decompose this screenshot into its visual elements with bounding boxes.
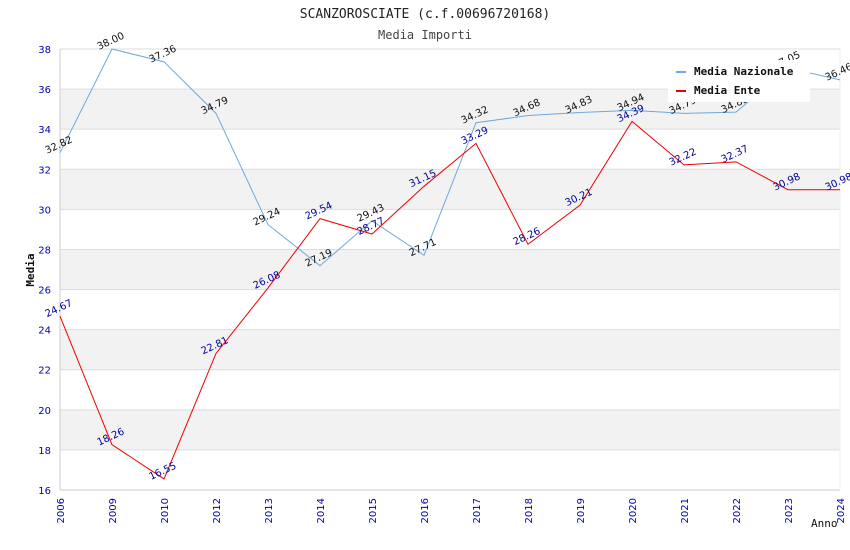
x-tick-label-2019: 2019 (576, 498, 587, 523)
y-axis-ticks: 16 18 20 22 24 26 28 30 32 34 36 38 (38, 45, 51, 497)
grid-band (60, 289, 840, 330)
grid-bands (60, 49, 840, 490)
x-tick-label-2013: 2013 (264, 498, 275, 523)
x-tick-label-2016: 2016 (420, 498, 431, 523)
y-tick-label: 16 (38, 486, 51, 497)
legend: Media Nazionale Media Ente (668, 60, 810, 102)
x-tick-label-2020: 2020 (628, 498, 639, 523)
x-tick-label-2009: 2009 (108, 498, 119, 523)
legend-label-media-nazionale: Media Nazionale (694, 65, 794, 78)
y-tick-label: 20 (38, 406, 51, 417)
chart-title: SCANZOROSCIATE (c.f.00696720168) (300, 7, 550, 22)
x-tick-label-2010: 2010 (160, 498, 171, 523)
grid-band (60, 329, 840, 370)
y-tick-label: 32 (38, 165, 51, 176)
y-tick-label: 24 (38, 326, 51, 337)
x-tick-label-2022: 2022 (732, 498, 743, 523)
x-tick-label-2006: 2006 (56, 498, 67, 523)
y-tick-label: 18 (38, 446, 51, 457)
x-tick-label-2014: 2014 (316, 498, 327, 523)
x-tick-label-2015: 2015 (368, 498, 379, 523)
x-tick-label-2018: 2018 (524, 498, 535, 523)
grid-band (60, 369, 840, 410)
y-tick-label: 34 (38, 125, 51, 136)
y-tick-label: 26 (38, 286, 51, 297)
x-axis-label: Anno (811, 517, 838, 530)
y-tick-label: 30 (38, 205, 51, 216)
x-tick-label-2017: 2017 (472, 498, 483, 523)
grid-band (60, 129, 840, 170)
legend-label-media-ente: Media Ente (694, 84, 761, 97)
grid-band (60, 249, 840, 290)
grid-band (60, 449, 840, 490)
chart-subtitle: Media Importi (378, 28, 472, 42)
y-tick-label: 22 (38, 366, 51, 377)
grid-band (60, 209, 840, 250)
x-axis-ticks: 2006 2009 2010 2012 2013 2014 2015 2016 2017 2018… (56, 498, 847, 523)
series-lines (59, 48, 841, 480)
x-tick-label-2023: 2023 (784, 498, 795, 523)
series-line-media-nazionale (59, 48, 841, 267)
y-tick-label: 36 (38, 85, 51, 96)
y-tick-label: 38 (38, 45, 51, 56)
y-tick-label: 28 (38, 245, 51, 256)
x-tick-label-2012: 2012 (212, 498, 223, 523)
grid-lines (59, 48, 841, 491)
legend-box (668, 60, 810, 102)
x-tick-label-2024: 2024 (836, 498, 847, 523)
x-tick-label-2021: 2021 (680, 498, 691, 523)
series-line-media-ente (59, 120, 840, 480)
grid-band (60, 409, 840, 450)
y-axis-label: Media (24, 253, 37, 286)
